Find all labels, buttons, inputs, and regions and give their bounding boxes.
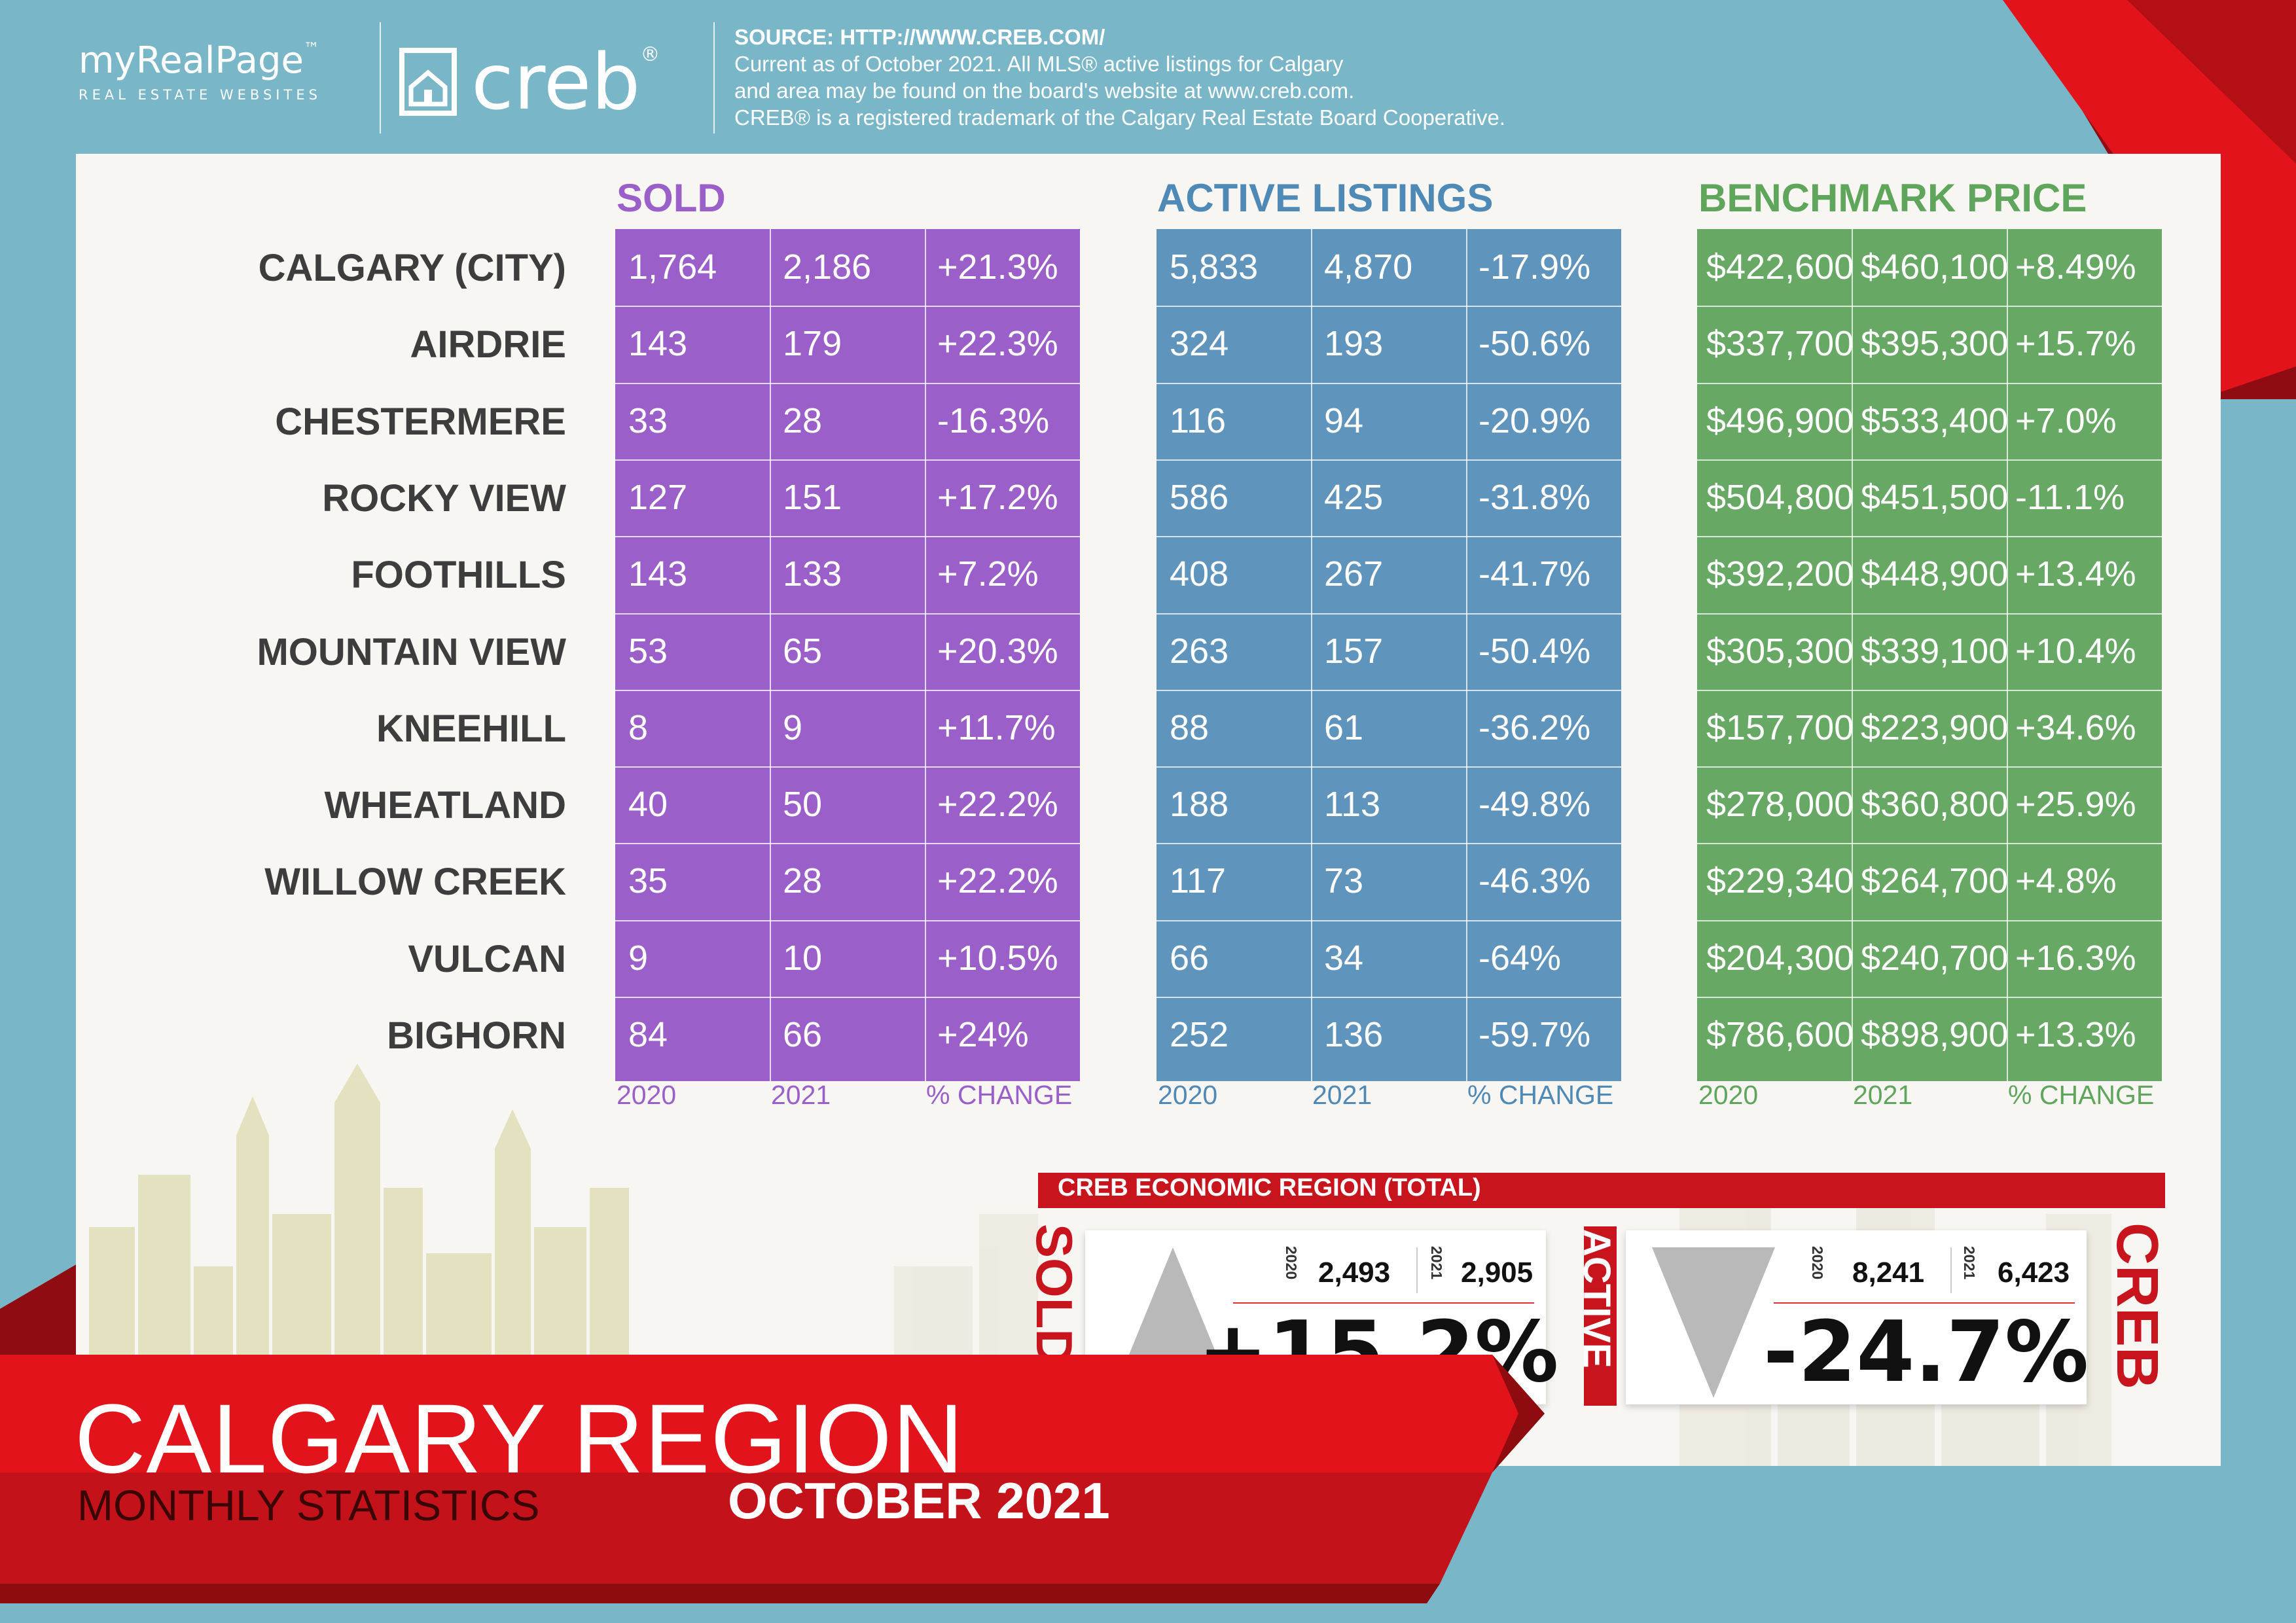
banner-period: OCTOBER 2021 bbox=[728, 1471, 1110, 1531]
banner-subtitle: MONTHLY STATISTICS bbox=[77, 1480, 540, 1530]
